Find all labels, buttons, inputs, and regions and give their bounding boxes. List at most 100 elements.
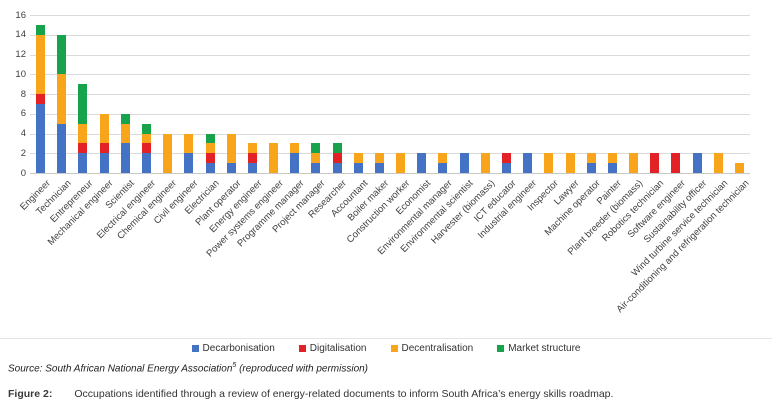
bar-scientist bbox=[120, 15, 130, 173]
gridline-6 bbox=[30, 113, 750, 115]
segment-decarbonisation bbox=[184, 153, 194, 173]
bar-painter bbox=[607, 15, 617, 173]
y-tick-label-6: 6 bbox=[20, 108, 26, 120]
segment-decarbonisation bbox=[353, 163, 363, 173]
segment-market-structure bbox=[205, 133, 215, 144]
segment-decentralisation bbox=[629, 153, 639, 173]
segment-decentralisation bbox=[353, 153, 363, 164]
segment-decentralisation bbox=[226, 133, 236, 164]
bar-software-engineer bbox=[671, 15, 681, 173]
legend-item-decentralisation: Decentralisation bbox=[390, 343, 474, 354]
segment-decarbonisation bbox=[692, 153, 702, 173]
bar-environmental-manager bbox=[438, 15, 448, 173]
segment-decarbonisation bbox=[36, 103, 46, 173]
segment-decarbonisation bbox=[523, 153, 533, 173]
bar-accountant bbox=[353, 15, 363, 173]
segment-decarbonisation bbox=[141, 153, 151, 173]
legend-marker-icon bbox=[390, 345, 398, 352]
figure-caption: Figure 2: Occupations identified through… bbox=[8, 388, 613, 400]
segment-digitalisation bbox=[501, 153, 511, 164]
segment-decentralisation bbox=[565, 153, 575, 173]
figure-separator-line bbox=[0, 338, 772, 339]
segment-decentralisation bbox=[544, 153, 554, 173]
segment-decentralisation bbox=[205, 143, 215, 154]
bar-inspector bbox=[544, 15, 554, 173]
bar-power-systems-engineer bbox=[269, 15, 279, 173]
segment-decarbonisation bbox=[332, 163, 342, 173]
bar-boiler-maker bbox=[374, 15, 384, 173]
bar-air-conditioning-and-refrigeration-technician bbox=[734, 15, 744, 173]
bar-electrician bbox=[205, 15, 215, 173]
segment-decentralisation bbox=[163, 133, 173, 173]
segment-digitalisation bbox=[141, 143, 151, 154]
segment-decarbonisation bbox=[459, 153, 469, 173]
segment-decarbonisation bbox=[247, 163, 257, 173]
gridline-10 bbox=[30, 74, 750, 76]
source-suffix: (reproduced with permission) bbox=[236, 363, 369, 375]
segment-decentralisation bbox=[311, 153, 321, 164]
legend-label: Decentralisation bbox=[401, 343, 474, 354]
source-text: South African National Energy Associatio… bbox=[42, 363, 233, 375]
bar-electrical-engineer bbox=[141, 15, 151, 173]
segment-digitalisation bbox=[650, 153, 660, 173]
segment-decentralisation bbox=[184, 133, 194, 154]
legend-item-decarbonisation: Decarbonisation bbox=[191, 343, 275, 354]
bar-lawyer bbox=[565, 15, 575, 173]
segment-decentralisation bbox=[57, 74, 67, 124]
segment-decentralisation bbox=[586, 153, 596, 164]
segment-decentralisation bbox=[713, 153, 723, 173]
gridline-4 bbox=[30, 133, 750, 135]
bar-wind-turbine-service-technician bbox=[713, 15, 723, 173]
segment-decentralisation bbox=[438, 153, 448, 164]
segment-decentralisation bbox=[99, 113, 109, 144]
gridline-14 bbox=[30, 34, 750, 36]
y-tick-label-16: 16 bbox=[15, 9, 26, 21]
bar-chemical-engineer bbox=[163, 15, 173, 173]
segment-decentralisation bbox=[247, 143, 257, 154]
segment-market-structure bbox=[311, 143, 321, 154]
legend-label: Decarbonisation bbox=[202, 343, 275, 354]
segment-decentralisation bbox=[374, 153, 384, 164]
segment-digitalisation bbox=[332, 153, 342, 164]
y-tick-label-4: 4 bbox=[20, 128, 26, 139]
bar-harvester-biomass- bbox=[480, 15, 490, 173]
segment-market-structure bbox=[120, 113, 130, 124]
bar-robotics-technician bbox=[650, 15, 660, 173]
y-tick-label-10: 10 bbox=[15, 68, 26, 80]
segment-digitalisation bbox=[671, 153, 681, 173]
segment-market-structure bbox=[57, 34, 67, 75]
gridline-16 bbox=[30, 15, 750, 16]
segment-decarbonisation bbox=[501, 163, 511, 173]
segment-decarbonisation bbox=[586, 163, 596, 173]
bar-environmental-scientist bbox=[459, 15, 469, 173]
segment-decentralisation bbox=[290, 143, 300, 154]
segment-digitalisation bbox=[78, 143, 88, 154]
figure-caption-label: Figure 2: bbox=[8, 388, 53, 400]
source-label: Source: bbox=[8, 363, 43, 375]
segment-decarbonisation bbox=[120, 143, 130, 173]
legend-marker-icon bbox=[497, 345, 505, 352]
legend-marker-icon bbox=[298, 345, 306, 352]
gridline-0 bbox=[30, 173, 750, 174]
bar-plant-operator bbox=[226, 15, 236, 173]
segment-market-structure bbox=[78, 84, 88, 124]
bar-mechanical-engineer bbox=[99, 15, 109, 173]
chart-legend: Decarbonisation Digitalisation Decentralis… bbox=[0, 343, 772, 354]
segment-decentralisation bbox=[480, 153, 490, 173]
bar-programme-manager bbox=[290, 15, 300, 173]
legend-item-digitalisation: Digitalisation bbox=[298, 343, 367, 354]
y-tick-label-8: 8 bbox=[20, 88, 26, 100]
plot-area bbox=[30, 15, 750, 174]
segment-decentralisation bbox=[396, 153, 406, 173]
source-attribution: Source: South African National Energy As… bbox=[8, 362, 368, 374]
y-tick-label-2: 2 bbox=[20, 147, 26, 159]
bar-economist bbox=[417, 15, 427, 173]
segment-decarbonisation bbox=[290, 153, 300, 173]
segment-decentralisation bbox=[734, 163, 744, 173]
segment-decentralisation bbox=[78, 123, 88, 144]
figure-caption-text: Occupations identified through a review … bbox=[74, 388, 614, 400]
bar-entrepreneur bbox=[78, 15, 88, 173]
segment-market-structure bbox=[141, 123, 151, 134]
bar-plant-breeder-biomass- bbox=[629, 15, 639, 173]
